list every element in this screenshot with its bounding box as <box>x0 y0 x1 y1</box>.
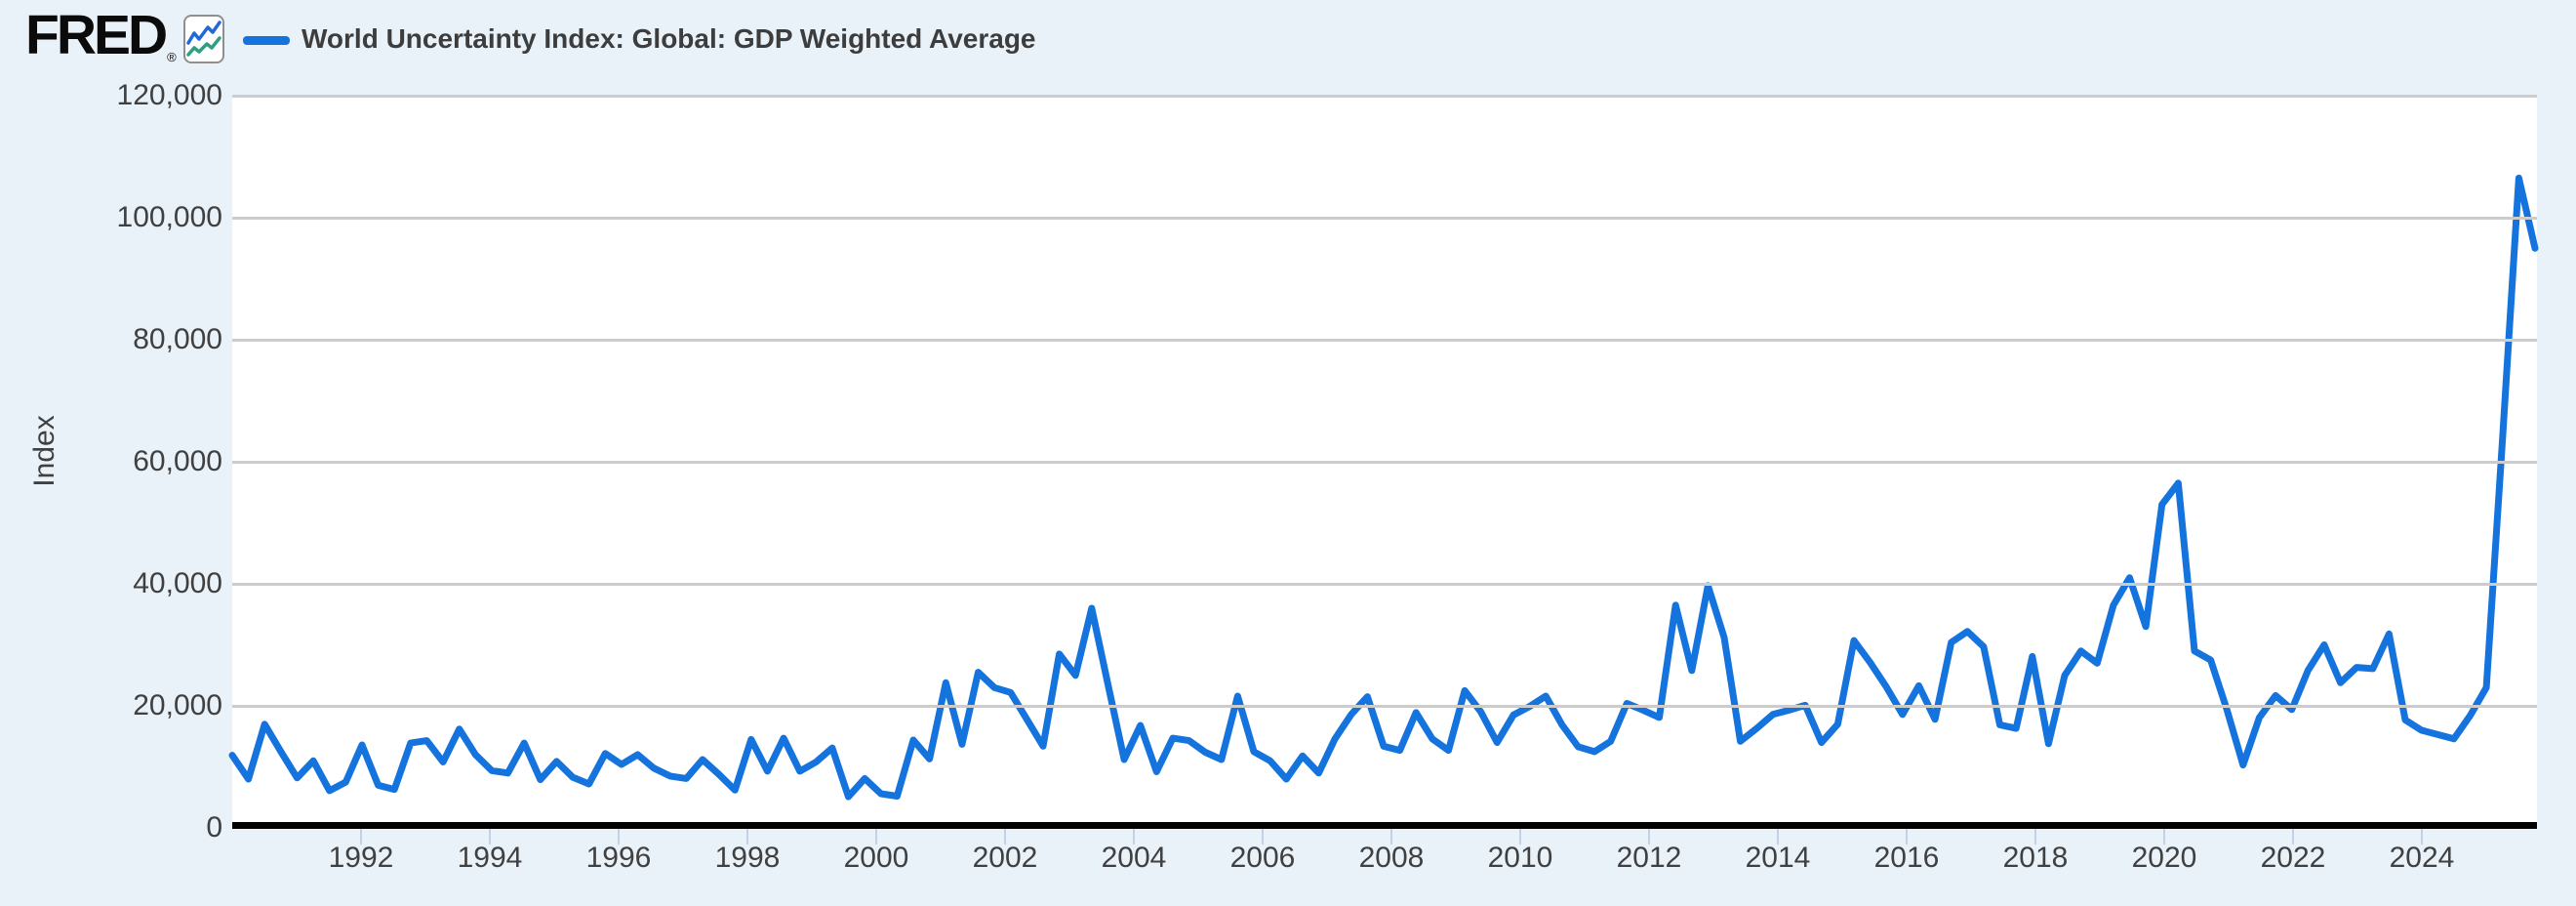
gridline-40000 <box>232 583 2537 586</box>
x-tick-mark-2004 <box>1133 829 1135 844</box>
x-tick-label-2002: 2002 <box>972 842 1038 874</box>
x-tick-label-2014: 2014 <box>1745 842 1811 874</box>
x-tick-label-1998: 1998 <box>714 842 781 874</box>
x-tick-mark-2014 <box>1777 829 1779 844</box>
x-tick-mark-1992 <box>360 829 362 844</box>
registered-trademark-symbol: ® <box>167 50 177 64</box>
y-tick-label-80,000: 80,000 <box>133 323 222 355</box>
gridline-20000 <box>232 705 2537 708</box>
x-tick-label-1994: 1994 <box>457 842 523 874</box>
wui-series-line[interactable] <box>228 174 2539 801</box>
y-axis-title: Index <box>28 415 60 487</box>
gridline-120000 <box>232 95 2537 98</box>
x-tick-mark-2022 <box>2292 829 2294 844</box>
x-tick-mark-2006 <box>1262 829 1264 844</box>
y-tick-label-120,000: 120,000 <box>116 79 222 111</box>
x-tick-label-2018: 2018 <box>2002 842 2069 874</box>
x-tick-label-1996: 1996 <box>585 842 652 874</box>
x-tick-label-2006: 2006 <box>1229 842 1296 874</box>
series-line-chart[interactable] <box>228 96 2539 828</box>
y-tick-label-60,000: 60,000 <box>133 445 222 477</box>
x-tick-mark-2002 <box>1004 829 1006 844</box>
x-tick-mark-1994 <box>489 829 491 844</box>
legend: World Uncertainty Index: Global: GDP Wei… <box>243 0 1036 78</box>
line-chart-icon <box>186 21 221 57</box>
fred-logo-text: FRED <box>25 4 168 66</box>
x-tick-label-2008: 2008 <box>1358 842 1425 874</box>
x-tick-label-1992: 1992 <box>328 842 394 874</box>
x-tick-label-2000: 2000 <box>843 842 909 874</box>
x-tick-label-2010: 2010 <box>1487 842 1553 874</box>
x-tick-mark-2024 <box>2421 829 2423 844</box>
x-tick-label-2004: 2004 <box>1101 842 1167 874</box>
x-tick-label-2024: 2024 <box>2389 842 2455 874</box>
x-tick-mark-2010 <box>1519 829 1521 844</box>
y-tick-label-100,000: 100,000 <box>116 201 222 233</box>
gridline-80000 <box>232 339 2537 342</box>
x-axis-line <box>232 822 2537 829</box>
fred-logo[interactable]: FRED ® <box>25 8 177 64</box>
x-tick-mark-2020 <box>2163 829 2165 844</box>
x-tick-label-2022: 2022 <box>2260 842 2326 874</box>
x-tick-label-2012: 2012 <box>1616 842 1682 874</box>
x-tick-mark-2016 <box>1906 829 1908 844</box>
x-tick-mark-2000 <box>875 829 877 844</box>
gridline-60000 <box>232 461 2537 464</box>
x-tick-mark-1996 <box>618 829 620 844</box>
x-tick-label-2020: 2020 <box>2131 842 2197 874</box>
x-tick-mark-1998 <box>746 829 748 844</box>
x-tick-mark-2008 <box>1390 829 1392 844</box>
legend-swatch[interactable] <box>243 35 290 45</box>
x-tick-label-2016: 2016 <box>1873 842 1940 874</box>
y-tick-label-20,000: 20,000 <box>133 689 222 721</box>
gridline-100000 <box>232 217 2537 220</box>
x-tick-mark-2018 <box>2034 829 2036 844</box>
y-tick-label-40,000: 40,000 <box>133 567 222 599</box>
x-tick-mark-2012 <box>1648 829 1650 844</box>
y-tick-label-0: 0 <box>206 811 222 844</box>
fred-chart-icon <box>183 15 224 63</box>
legend-series-label[interactable]: World Uncertainty Index: Global: GDP Wei… <box>302 23 1036 54</box>
plot-area[interactable] <box>228 95 2539 828</box>
